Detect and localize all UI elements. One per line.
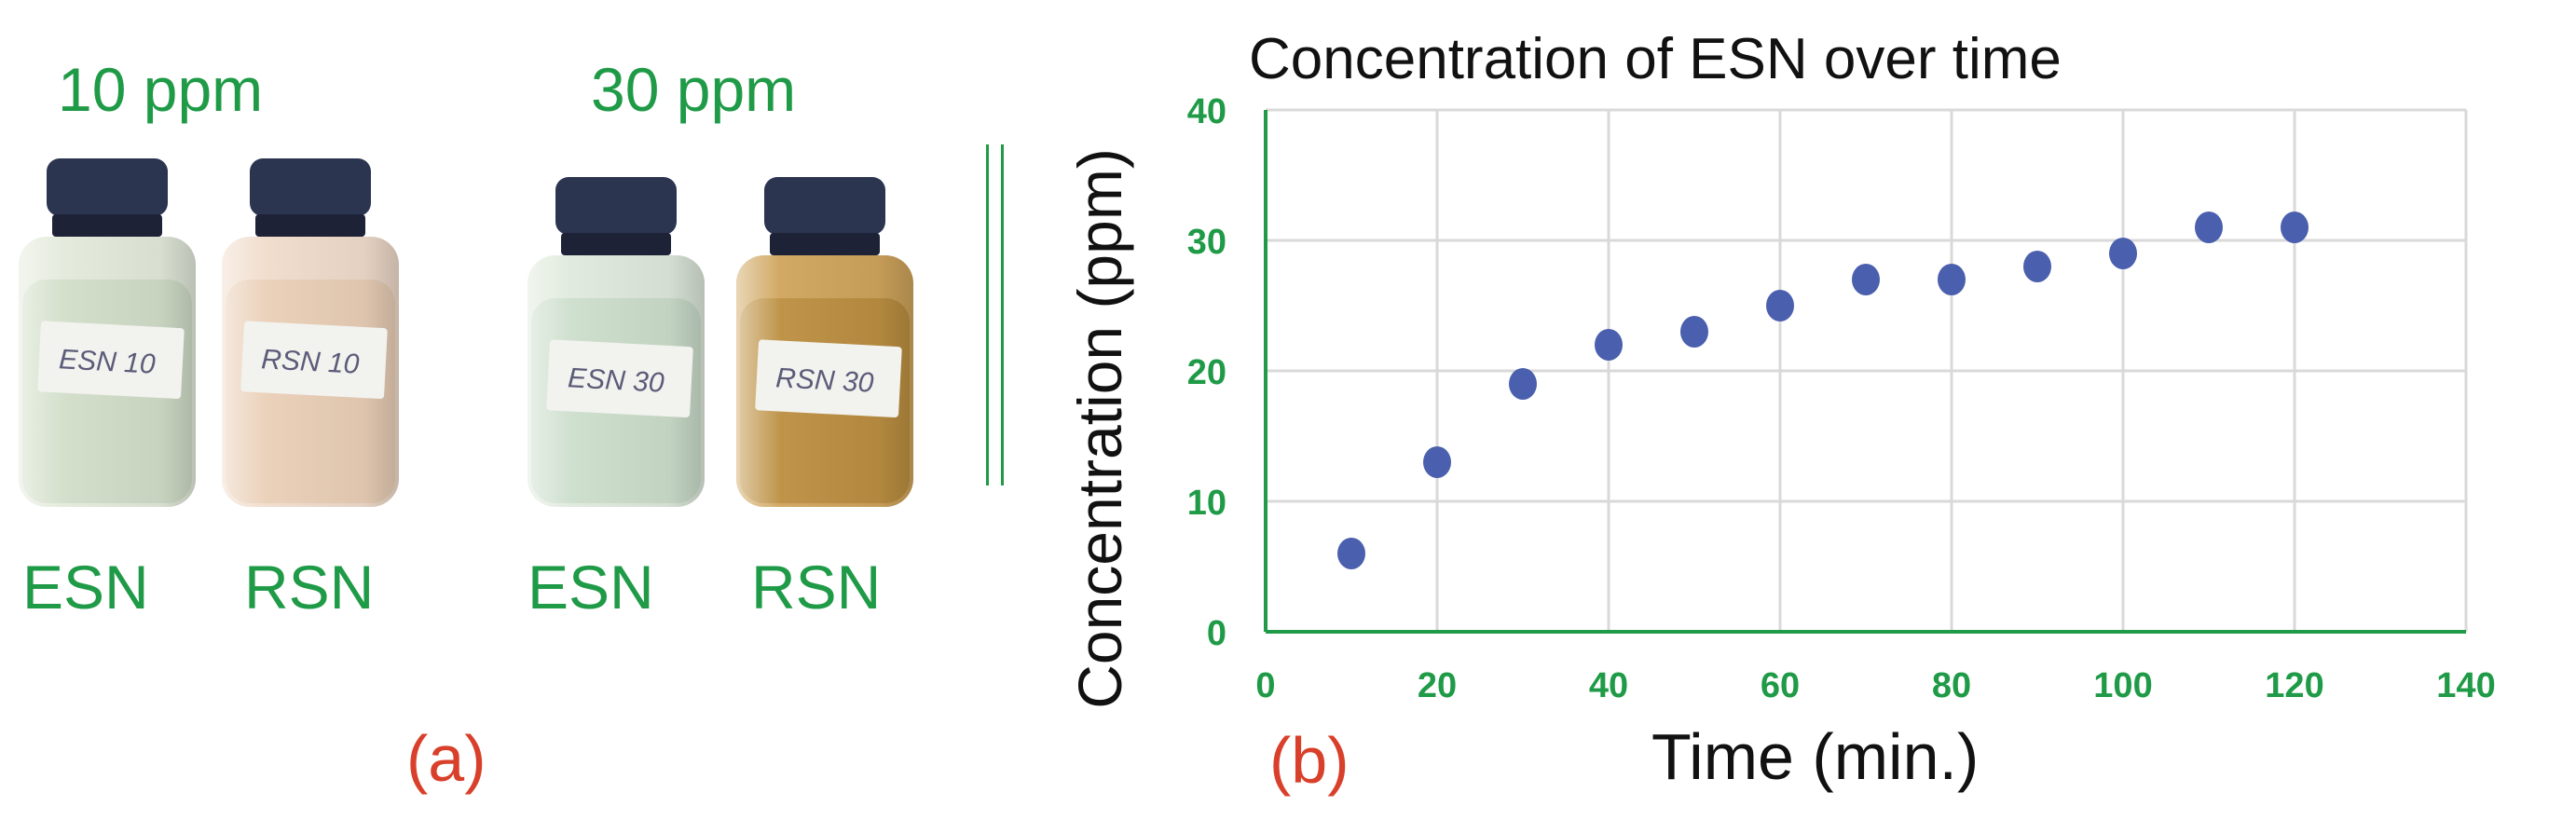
vial-handwriting: RSN 30 (775, 362, 875, 398)
y-tick-label: 20 (1187, 353, 1226, 392)
scatter-chart: 0 20 40 60 80 100 120 140 0 10 20 30 40 (1187, 93, 2496, 705)
vial-esn-0: ESN 10 (19, 158, 196, 507)
data-point (2109, 238, 2137, 269)
data-point (1852, 264, 1880, 295)
group-heading-10ppm: 10 ppm (58, 55, 264, 124)
vial-label-rsn-10: RSN (244, 553, 375, 622)
vial-cap-ring (255, 214, 365, 237)
x-axis-label: Time (min.) (1651, 720, 1980, 793)
divider-line (1001, 144, 1004, 485)
vial-cap (555, 177, 677, 235)
y-tick-label: 10 (1187, 484, 1226, 523)
x-tick-label: 40 (1589, 666, 1628, 705)
divider-line (986, 144, 989, 485)
data-point (2195, 212, 2223, 243)
y-axis-label: Concentration (ppm) (1065, 148, 1134, 709)
vial-label-rsn-30: RSN (751, 553, 882, 622)
vial-rsn-1: RSN 30 (736, 177, 913, 507)
x-tick-label: 140 (2436, 666, 2495, 705)
vial-handwriting: ESN 10 (58, 344, 156, 379)
x-tick-label: 60 (1761, 666, 1800, 705)
vial-esn-1: ESN 30 (528, 177, 705, 507)
y-tick-label: 40 (1187, 93, 1226, 131)
y-tick-label: 30 (1187, 223, 1226, 262)
x-tick-label: 120 (2265, 666, 2323, 705)
panel-label-a: (a) (406, 722, 486, 795)
vial-paper-label (755, 339, 902, 417)
vial-cap-ring (52, 214, 162, 237)
data-point (1938, 264, 1966, 295)
data-point (2023, 251, 2051, 282)
x-tick-label: 20 (1418, 666, 1457, 705)
vial-cap (764, 177, 885, 235)
vial-cap (250, 158, 371, 216)
x-tick-label: 100 (2093, 666, 2152, 705)
data-point (1337, 538, 1365, 569)
data-point (1509, 368, 1537, 400)
x-tick-label: 0 (1255, 666, 1275, 705)
data-point (1680, 316, 1708, 348)
vial-cap (47, 158, 168, 216)
vial-handwriting: RSN 10 (261, 344, 361, 379)
data-point (1766, 290, 1794, 321)
vial-paper-label (37, 321, 185, 399)
data-point (1423, 446, 1451, 478)
vial-paper-label (240, 321, 388, 399)
data-point (1595, 329, 1623, 361)
data-point (2281, 212, 2309, 243)
panel-label-b: (b) (1269, 724, 1350, 797)
vial-cap-ring (770, 233, 880, 255)
vial-label-esn-30: ESN (528, 553, 654, 622)
x-tick-label: 80 (1932, 666, 1971, 705)
vial-cap-ring (561, 233, 671, 255)
vial-rsn-0: RSN 10 (222, 158, 399, 507)
vials-photo: ESN 10 RSN 10 ESN 30 RSN 30 (19, 158, 913, 507)
vial-handwriting: ESN 30 (567, 362, 665, 398)
vial-label-esn-10: ESN (22, 553, 149, 622)
vial-paper-label (546, 339, 693, 417)
group-heading-30ppm: 30 ppm (591, 55, 797, 124)
chart-title: Concentration of ESN over time (1249, 27, 2062, 91)
y-tick-label: 0 (1207, 614, 1226, 653)
